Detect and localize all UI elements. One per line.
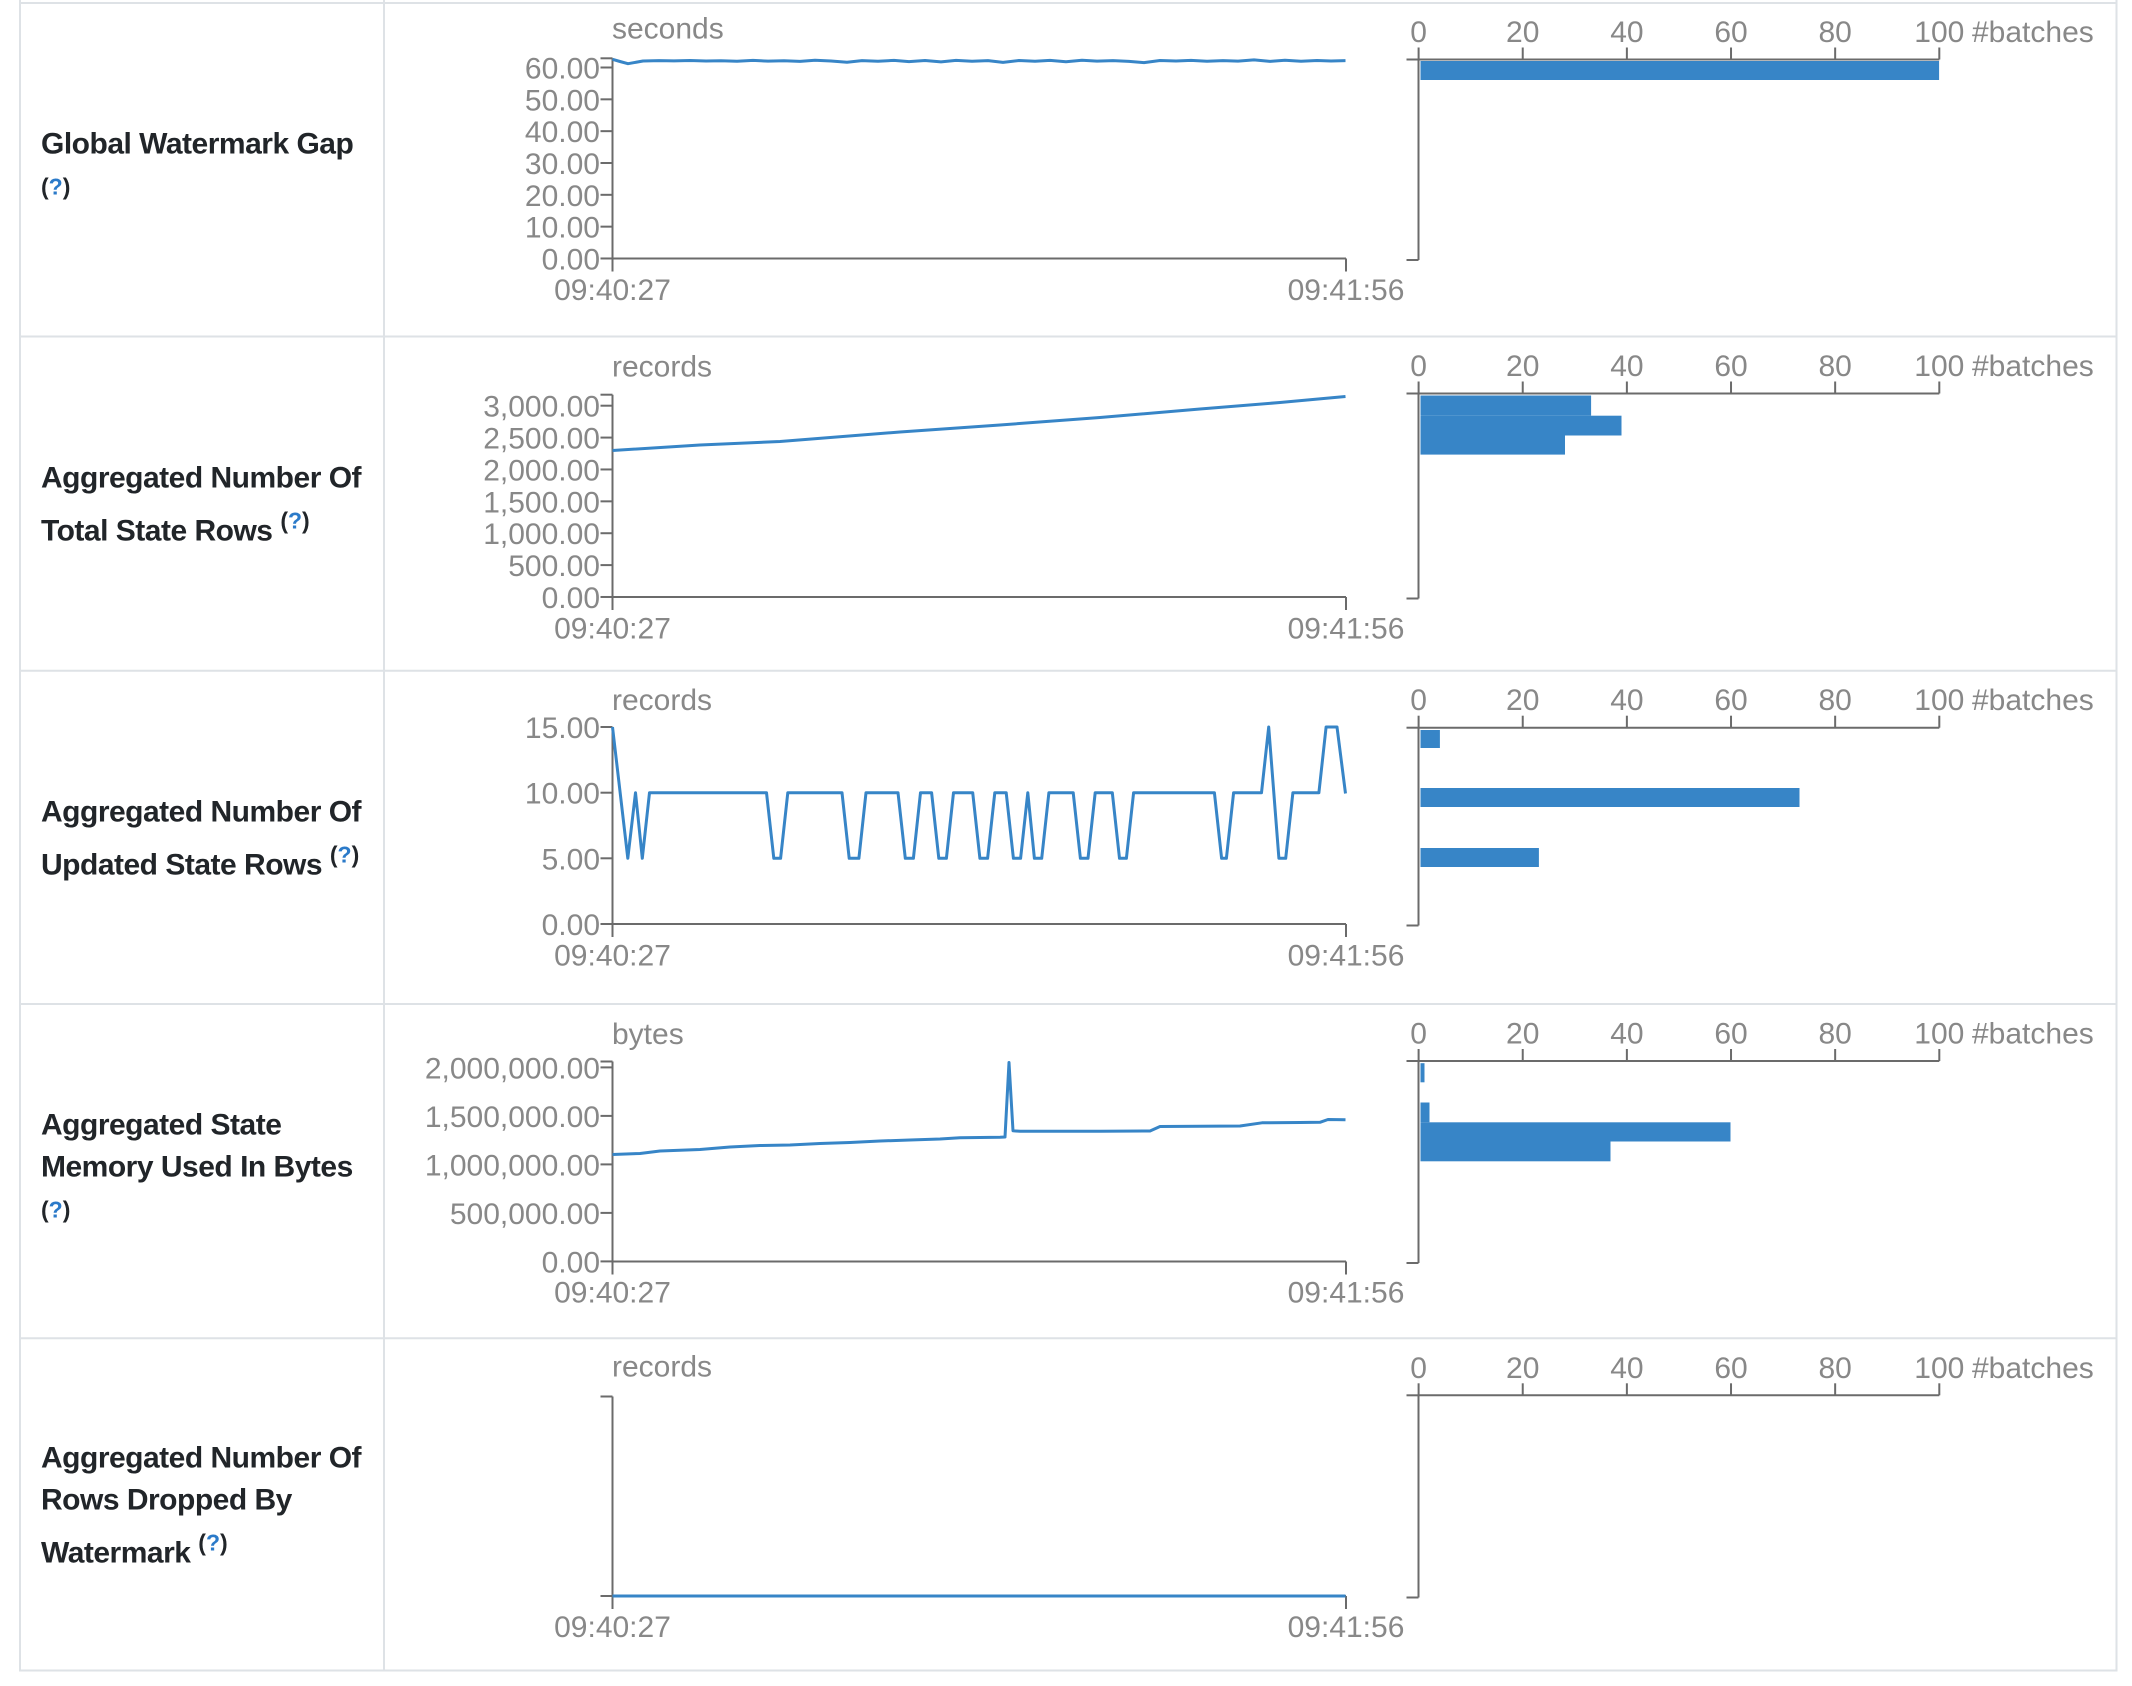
- svg-text:09:41:56: 09:41:56: [1288, 940, 1405, 973]
- svg-text:2,500.00: 2,500.00: [483, 423, 600, 456]
- svg-text:bytes: bytes: [612, 1018, 684, 1051]
- svg-text:0.00: 0.00: [542, 582, 600, 615]
- svg-text:20: 20: [1506, 350, 1539, 383]
- svg-text:100: 100: [1914, 350, 1964, 383]
- svg-text:20: 20: [1506, 1018, 1539, 1051]
- svg-text:50.00: 50.00: [525, 84, 600, 117]
- svg-text:60: 60: [1714, 1018, 1747, 1051]
- svg-text:20.00: 20.00: [525, 180, 600, 213]
- svg-text:2,000.00: 2,000.00: [483, 454, 600, 487]
- svg-text:seconds: seconds: [612, 13, 724, 46]
- svg-text:60: 60: [1714, 16, 1747, 49]
- svg-text:0.00: 0.00: [542, 909, 600, 942]
- svg-text:09:40:27: 09:40:27: [554, 613, 671, 646]
- svg-text:09:41:56: 09:41:56: [1288, 613, 1405, 646]
- svg-text:80: 80: [1818, 350, 1851, 383]
- svg-text:60: 60: [1714, 1352, 1747, 1385]
- svg-text:60: 60: [1714, 684, 1747, 717]
- svg-text:0: 0: [1410, 1018, 1427, 1051]
- svg-text:100: 100: [1914, 1018, 1964, 1051]
- svg-text:09:40:27: 09:40:27: [554, 274, 671, 307]
- svg-text:20: 20: [1506, 1352, 1539, 1385]
- svg-text:10.00: 10.00: [525, 212, 600, 245]
- svg-text:40: 40: [1610, 684, 1643, 717]
- svg-text:#batches: #batches: [1972, 1352, 2094, 1385]
- svg-text:80: 80: [1818, 16, 1851, 49]
- svg-text:30.00: 30.00: [525, 148, 600, 181]
- svg-text:2,000,000.00: 2,000,000.00: [425, 1052, 600, 1085]
- svg-text:0: 0: [1410, 350, 1427, 383]
- svg-text:09:40:27: 09:40:27: [554, 940, 671, 973]
- svg-text:#batches: #batches: [1972, 1018, 2094, 1051]
- svg-text:09:41:56: 09:41:56: [1288, 1611, 1405, 1644]
- svg-text:09:40:27: 09:40:27: [554, 1611, 671, 1644]
- svg-text:60.00: 60.00: [525, 53, 600, 86]
- svg-text:0: 0: [1410, 16, 1427, 49]
- svg-text:5.00: 5.00: [542, 843, 600, 876]
- svg-text:1,500,000.00: 1,500,000.00: [425, 1101, 600, 1134]
- svg-text:09:41:56: 09:41:56: [1288, 274, 1405, 307]
- svg-text:40: 40: [1610, 16, 1643, 49]
- svg-text:40: 40: [1610, 1352, 1643, 1385]
- svg-text:1,000,000.00: 1,000,000.00: [425, 1149, 600, 1182]
- svg-text:100: 100: [1914, 1352, 1964, 1385]
- svg-text:09:40:27: 09:40:27: [554, 1277, 671, 1310]
- svg-text:#batches: #batches: [1972, 350, 2094, 383]
- svg-text:0: 0: [1410, 1352, 1427, 1385]
- svg-text:20: 20: [1506, 684, 1539, 717]
- svg-text:20: 20: [1506, 16, 1539, 49]
- svg-text:records: records: [612, 351, 712, 384]
- svg-text:records: records: [612, 684, 712, 717]
- svg-text:09:41:56: 09:41:56: [1288, 1277, 1405, 1310]
- svg-text:#batches: #batches: [1972, 16, 2094, 49]
- svg-text:40.00: 40.00: [525, 116, 600, 149]
- svg-text:80: 80: [1818, 684, 1851, 717]
- svg-text:10.00: 10.00: [525, 778, 600, 811]
- svg-text:records: records: [612, 1351, 712, 1384]
- svg-text:#batches: #batches: [1972, 684, 2094, 717]
- svg-text:60: 60: [1714, 350, 1747, 383]
- svg-text:0: 0: [1410, 684, 1427, 717]
- svg-text:40: 40: [1610, 350, 1643, 383]
- svg-text:500.00: 500.00: [508, 550, 600, 583]
- svg-text:15.00: 15.00: [525, 712, 600, 745]
- svg-text:40: 40: [1610, 1018, 1643, 1051]
- svg-text:1,500.00: 1,500.00: [483, 486, 600, 519]
- svg-text:80: 80: [1818, 1018, 1851, 1051]
- svg-text:0.00: 0.00: [542, 1246, 600, 1279]
- svg-text:1,000.00: 1,000.00: [483, 518, 600, 551]
- svg-text:100: 100: [1914, 16, 1964, 49]
- svg-text:100: 100: [1914, 684, 1964, 717]
- svg-text:3,000.00: 3,000.00: [483, 391, 600, 424]
- svg-text:500,000.00: 500,000.00: [450, 1198, 600, 1231]
- svg-text:0.00: 0.00: [542, 243, 600, 276]
- svg-text:80: 80: [1818, 1352, 1851, 1385]
